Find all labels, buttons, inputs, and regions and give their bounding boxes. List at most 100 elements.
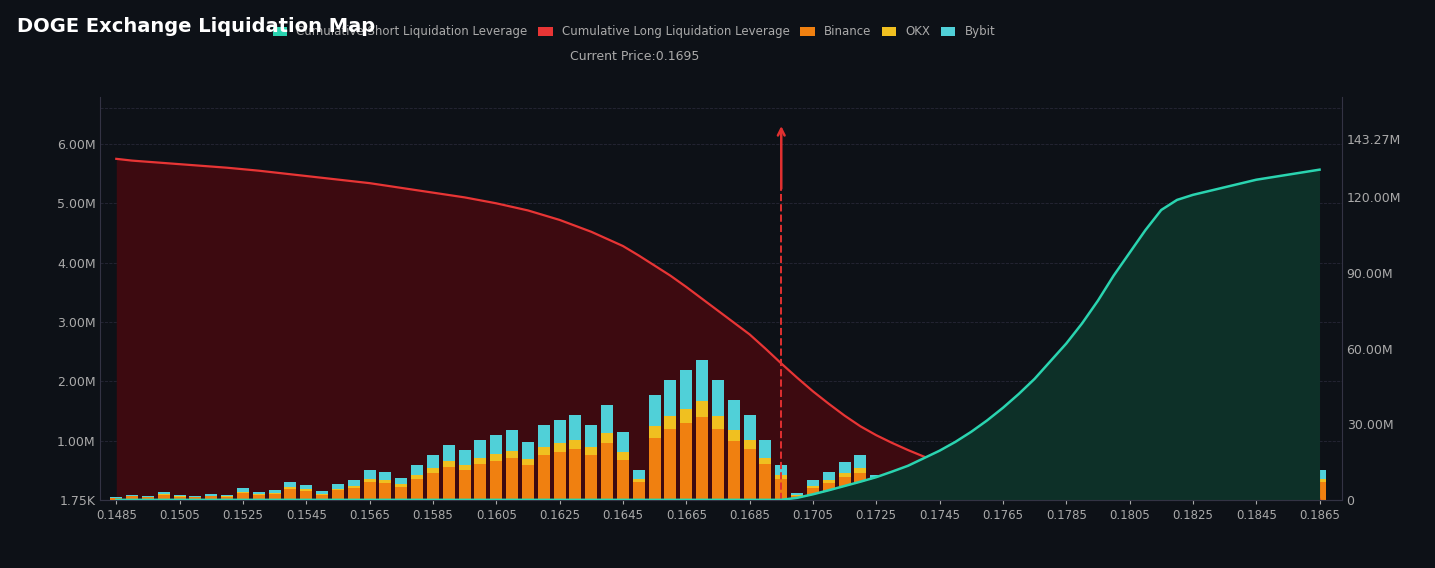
Bar [1234, 469, 1247, 500]
Bar [1045, 460, 1056, 500]
Bar [1139, 425, 1151, 437]
Bar [1092, 441, 1104, 500]
Bar [806, 480, 819, 486]
Bar [649, 437, 660, 500]
Bar [1045, 432, 1056, 452]
Bar [522, 459, 534, 465]
Bar [221, 497, 232, 500]
Bar [712, 416, 723, 429]
Bar [1108, 436, 1119, 446]
Bar [443, 445, 455, 461]
Bar [126, 496, 138, 500]
Bar [174, 497, 185, 500]
Bar [1203, 455, 1215, 468]
Bar [1250, 479, 1263, 482]
Bar [491, 435, 502, 454]
Bar [696, 360, 707, 402]
Bar [491, 454, 502, 461]
Bar [1155, 445, 1167, 461]
Bar [585, 425, 597, 447]
Bar [1029, 445, 1040, 461]
Bar [1313, 482, 1326, 500]
Bar [712, 380, 723, 416]
Bar [901, 482, 914, 487]
Bar [158, 492, 169, 494]
Bar [1155, 467, 1167, 500]
Bar [410, 479, 423, 500]
Bar [142, 498, 154, 500]
Bar [205, 496, 217, 500]
Bar [918, 482, 930, 500]
Bar [1171, 464, 1182, 500]
Bar [966, 468, 977, 473]
Bar [822, 481, 835, 483]
Bar [284, 482, 297, 487]
Bar [570, 415, 581, 440]
Bar [268, 493, 281, 494]
Bar [854, 468, 867, 473]
Bar [1092, 400, 1104, 429]
Bar [759, 440, 772, 458]
Bar [158, 495, 169, 500]
Bar [189, 498, 201, 500]
Bar [997, 457, 1009, 464]
Bar [1013, 474, 1025, 500]
Bar [601, 405, 613, 433]
Bar [1297, 473, 1310, 477]
Legend: Cumulative Short Liquidation Leverage, Cumulative Long Liquidation Leverage, Bin: Cumulative Short Liquidation Leverage, C… [270, 22, 999, 42]
Bar [885, 485, 898, 489]
Bar [237, 488, 248, 491]
Bar [1313, 470, 1326, 479]
Bar [428, 455, 439, 468]
Bar [982, 469, 993, 500]
Bar [633, 482, 644, 500]
Bar [253, 492, 265, 494]
Bar [395, 485, 408, 487]
Bar [1076, 449, 1088, 500]
Bar [728, 400, 740, 429]
Bar [1124, 419, 1135, 432]
Text: DOGE Exchange Liquidation Map: DOGE Exchange Liquidation Map [17, 17, 376, 36]
Bar [775, 475, 788, 479]
Bar [838, 477, 851, 500]
Bar [443, 461, 455, 467]
Bar [885, 491, 898, 500]
Bar [158, 494, 169, 495]
Bar [1013, 457, 1025, 470]
Bar [1218, 462, 1231, 473]
Bar [601, 444, 613, 500]
Bar [1029, 461, 1040, 467]
Bar [1187, 450, 1198, 458]
Bar [237, 491, 248, 492]
Bar [491, 461, 502, 500]
Bar [822, 483, 835, 500]
Bar [253, 494, 265, 495]
Bar [950, 479, 961, 500]
Bar [1076, 440, 1088, 449]
Bar [443, 467, 455, 500]
Bar [1187, 458, 1198, 500]
Bar [791, 495, 804, 496]
Bar [806, 486, 819, 488]
Bar [870, 482, 883, 485]
Bar [428, 468, 439, 473]
Bar [664, 429, 676, 500]
Bar [1171, 458, 1182, 464]
Bar [1013, 470, 1025, 474]
Bar [475, 464, 486, 500]
Bar [1060, 425, 1072, 447]
Bar [395, 478, 408, 485]
Bar [205, 494, 217, 495]
Bar [680, 423, 692, 500]
Bar [363, 470, 376, 479]
Bar [379, 483, 392, 500]
Bar [950, 465, 961, 475]
Bar [331, 484, 344, 488]
Bar [410, 465, 423, 475]
Bar [522, 465, 534, 500]
Bar [284, 487, 297, 489]
Bar [554, 452, 565, 500]
Bar [379, 481, 392, 483]
Bar [870, 485, 883, 500]
Bar [633, 470, 644, 479]
